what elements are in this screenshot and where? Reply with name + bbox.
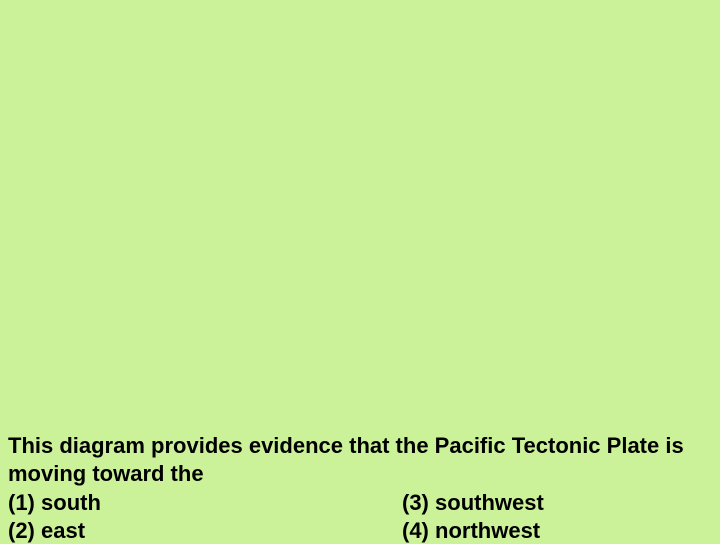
options-container: (1) south (2) east (3) southwest (4) nor… <box>8 489 712 544</box>
option-1-number: (1) <box>8 490 35 515</box>
question-container: This diagram provides evidence that the … <box>8 432 712 544</box>
option-3-text: southwest <box>435 490 544 515</box>
option-4-text: northwest <box>435 518 540 543</box>
option-2-text: east <box>41 518 85 543</box>
options-right-column: (3) southwest (4) northwest <box>318 489 712 544</box>
option-4-number: (4) <box>402 518 429 543</box>
options-left-column: (1) south (2) east <box>8 489 318 544</box>
option-1: (1) south <box>8 489 318 517</box>
option-3: (3) southwest <box>402 489 712 517</box>
option-2-number: (2) <box>8 518 35 543</box>
option-1-text: south <box>41 490 101 515</box>
option-3-number: (3) <box>402 490 429 515</box>
question-stem: This diagram provides evidence that the … <box>8 432 712 487</box>
